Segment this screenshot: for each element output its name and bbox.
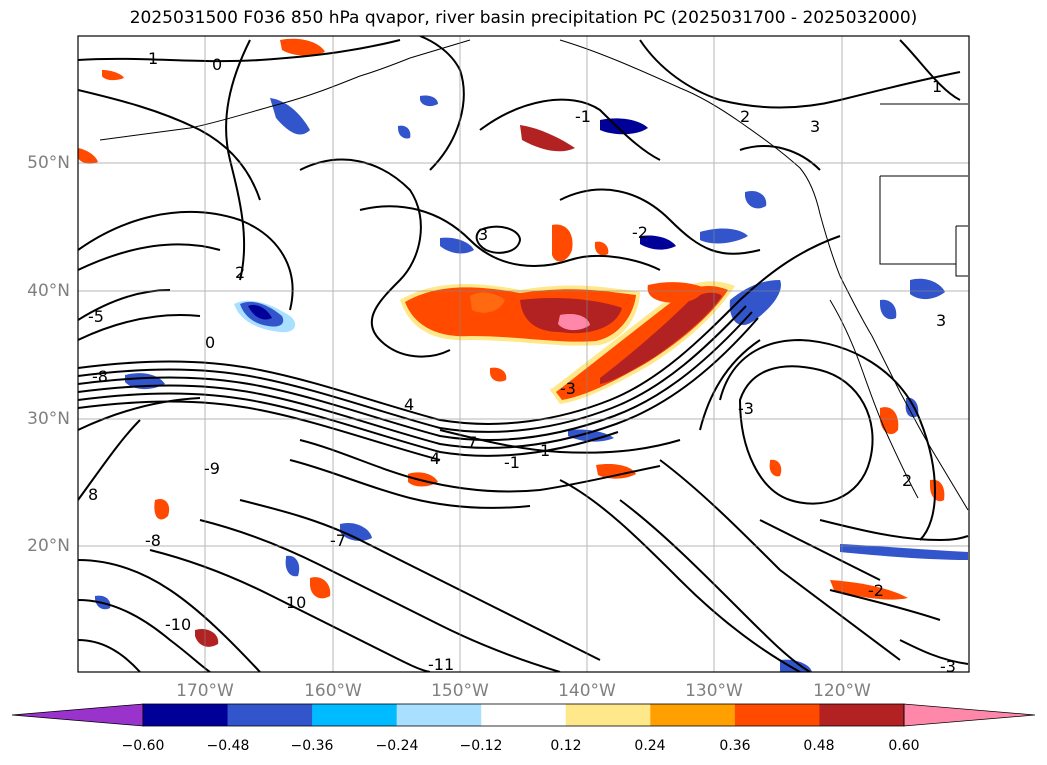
contour-label: -5 xyxy=(88,307,104,326)
contour-label: 7 xyxy=(467,433,477,452)
contour-label: -8 xyxy=(92,367,108,386)
contour-label: -1 xyxy=(504,453,520,472)
negative-precip-areas xyxy=(95,95,968,672)
contour-label: 2 xyxy=(235,263,245,282)
lon-label: 130°W xyxy=(685,681,743,701)
map-frame xyxy=(77,35,970,673)
contour-label: -3 xyxy=(738,399,754,418)
contour-label: 10 xyxy=(286,593,306,612)
contour-label: -8 xyxy=(145,531,161,550)
lat-label: 40°N xyxy=(27,281,70,301)
colorbar-tick-label: 0.60 xyxy=(888,738,920,754)
colorbar-tick-label: −0.24 xyxy=(375,738,419,754)
contour-label: 0 xyxy=(205,333,215,352)
lat-label: 20°N xyxy=(27,536,70,556)
contour-label: -7 xyxy=(330,531,346,550)
contour-label: 0 xyxy=(212,55,222,74)
lon-label: 120°W xyxy=(813,681,871,701)
qvapor-contours xyxy=(78,36,969,672)
contour-label: -11 xyxy=(428,655,454,674)
contour-label: -3 xyxy=(940,657,956,676)
contour-label: 8 xyxy=(88,485,98,504)
contour-label: -9 xyxy=(204,459,220,478)
lon-label: 170°W xyxy=(176,681,234,701)
contour-label: -1 xyxy=(575,107,591,126)
gridlines xyxy=(78,36,969,672)
colorbar-tick-label: 0.48 xyxy=(803,738,835,754)
colorbar-tick-label: −0.60 xyxy=(121,738,165,754)
contour-label: -10 xyxy=(165,615,191,634)
contour-label: 4 xyxy=(404,395,414,414)
lon-label: 160°W xyxy=(304,681,362,701)
colorbar-tick-label: −0.48 xyxy=(206,738,250,754)
contour-label: 3 xyxy=(478,225,488,244)
contour-label: 1 xyxy=(148,49,158,68)
lon-label: 140°W xyxy=(558,681,616,701)
map-title: 2025031500 F036 850 hPa qvapor, river ba… xyxy=(129,8,918,28)
contour-label: 2 xyxy=(902,471,912,490)
colorbar-tick-label: −0.36 xyxy=(290,738,334,754)
colorbar-tick-label: −0.12 xyxy=(459,738,503,754)
contour-labels: 1 0 1 2 3 3 -1 -2 2 -5 0 -8 4 -3 7 4 -1 … xyxy=(88,49,956,676)
contour-label: -2 xyxy=(632,223,648,242)
lon-label: 150°W xyxy=(431,681,489,701)
colorbar-tick-label: 0.12 xyxy=(550,738,582,754)
lat-label: 50°N xyxy=(27,153,70,173)
lat-label: 30°N xyxy=(27,409,70,429)
contour-label: 2 xyxy=(740,107,750,126)
contour-label: 3 xyxy=(936,311,946,330)
colorbar-tick-label: 0.36 xyxy=(719,738,751,754)
contour-label: 3 xyxy=(810,117,820,136)
contour-label: -2 xyxy=(868,581,884,600)
contour-label: 4 xyxy=(430,449,440,468)
contour-label: -3 xyxy=(560,379,576,398)
colorbar-tick-label: 0.24 xyxy=(634,738,666,754)
contour-label: 1 xyxy=(932,77,942,96)
contour-label: 1 xyxy=(540,441,550,460)
